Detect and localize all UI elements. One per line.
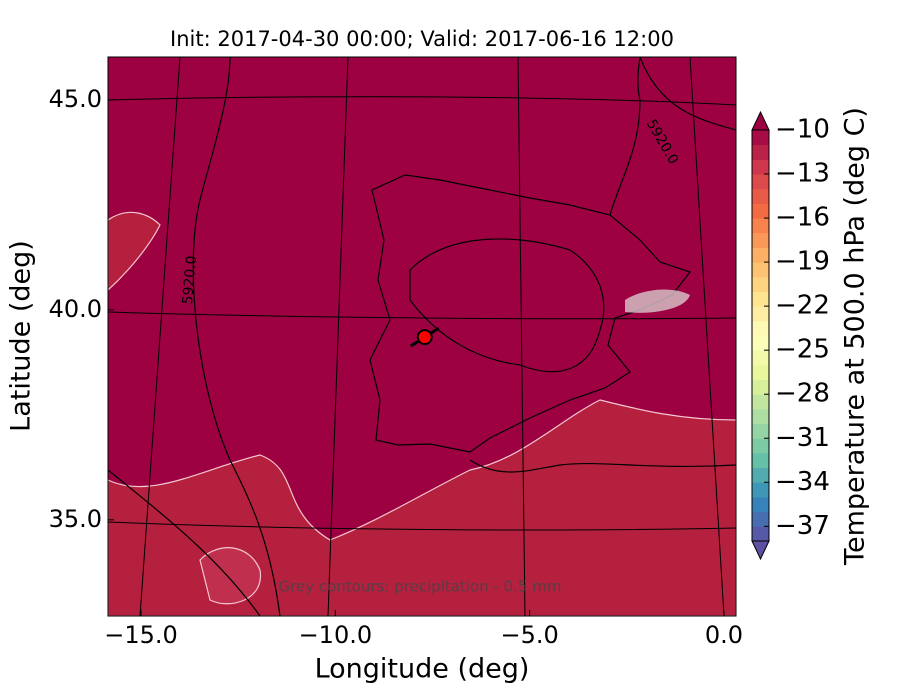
coastline [108,469,261,616]
colorbar-band [752,218,769,234]
contour-5920 [639,57,736,131]
colorbar-tick-label: −16 [775,203,830,233]
x-tick-label: 0.0 [705,621,743,649]
graticule [108,521,736,531]
coastline [369,174,691,453]
colorbar-band [752,144,769,160]
contour-5920 [192,57,281,616]
graticule [327,57,349,616]
colorbar-extend [751,110,770,131]
colorbar-band [752,364,769,381]
graticule [689,57,725,616]
colorbar-band [752,232,769,248]
colorbar-extend [751,540,770,561]
colorbar-band [752,247,769,263]
colorbar-band [752,174,769,190]
y-tick-label: 40.0 [49,295,102,323]
colorbar-band [752,350,769,366]
colorbar-band [752,526,769,542]
x-tick-label: −15.0 [104,621,178,649]
colorbar-tick-label: −25 [775,335,830,365]
note: Grey contours: precipitation - 0.5 mm [279,578,562,596]
graticule [108,96,736,106]
colorbar-tick-label: −22 [775,291,830,321]
contour-area [108,211,161,291]
y-axis-label: Latitude (deg) [6,240,37,432]
colorbar-band [752,379,769,395]
coastline [609,57,641,216]
colorbar-band [752,188,769,204]
map-layers: 5920.0 5920.0 Grey contours: precipitati… [108,57,736,616]
colorbar-band [752,306,769,322]
colorbar-band [752,423,769,439]
y-tick-label: 45.0 [49,85,102,113]
x-tick-label: −5.0 [501,621,559,649]
colorbar-band [752,452,769,469]
colorbar-band [752,262,769,278]
colorbar-tick-label: −28 [775,379,830,409]
colorbar-tick-label: −34 [775,467,830,497]
contour-area [199,547,261,605]
colorbar-band [752,496,769,513]
chart-title: Init: 2017-04-30 00:00; Valid: 2017-06-1… [170,27,674,51]
contour-label: 5920.0 [180,255,200,305]
colorbar-band [752,130,769,146]
graticule [108,311,736,320]
colorbar-band [752,511,769,527]
colorbar-band [752,203,769,219]
colorbar-tick-label: −19 [775,247,830,277]
border [409,238,605,373]
colorbar-band [752,408,769,425]
colorbar-band [752,394,769,410]
colorbar-band [752,320,769,336]
precip-contour [625,289,690,313]
x-axis-label: Longitude (deg) [315,654,530,685]
map-frame [107,56,737,617]
colorbar-frame [751,129,770,542]
graticule [517,57,526,616]
colorbar-band [752,438,769,454]
colorbar-tick-label: −13 [775,159,830,189]
colorbar-band [752,482,769,498]
colorbar-tick-label: −31 [775,423,830,453]
colorbar-label: Temperature at 500.0 hPa (deg C) [840,107,871,566]
location-marker [416,329,433,346]
y-tick-label: 35.0 [49,505,102,533]
x-tick-label: −10.0 [299,621,373,649]
colorbar-tick-label: −37 [775,511,830,541]
colorbar-band [752,291,769,307]
coastline [469,459,736,473]
colorbar-band [752,159,769,175]
colorbar-band [752,335,769,351]
colorbar-band [752,276,769,292]
graticule [139,57,181,616]
colorbar-band [752,467,769,483]
contour-area [108,399,736,616]
colorbar-tick-label: −10 [775,115,830,145]
